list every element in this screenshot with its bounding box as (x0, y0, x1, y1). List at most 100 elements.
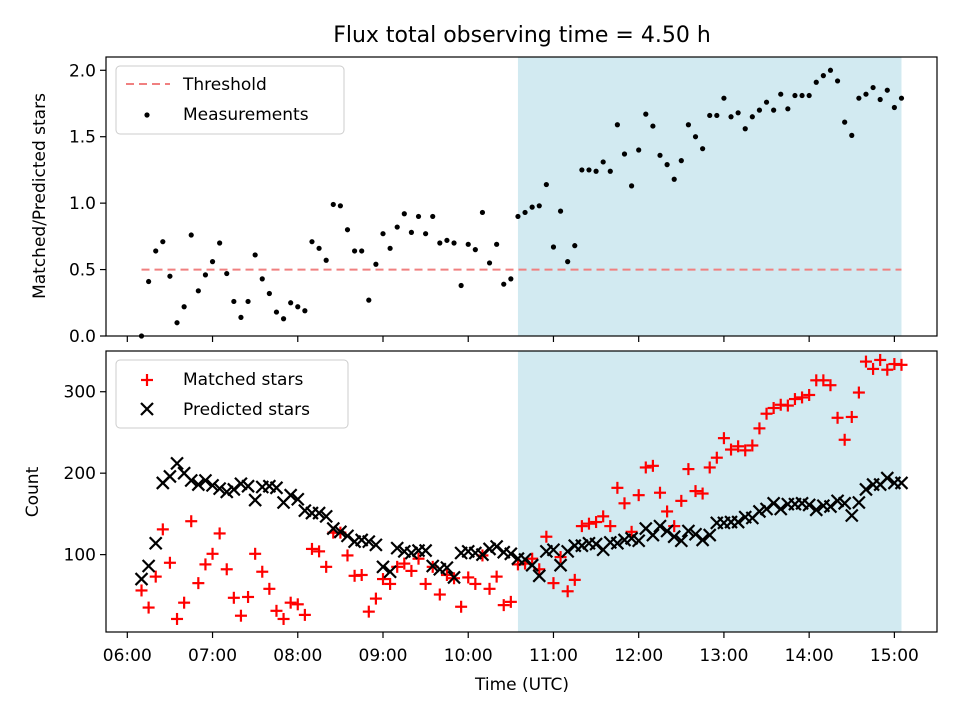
measurement-point (565, 259, 571, 265)
predicted-star-marker (852, 495, 866, 510)
matched-star-marker (568, 573, 581, 586)
matched-star-marker (298, 608, 311, 621)
predicted-star-marker (241, 479, 255, 493)
measurement-point (586, 167, 592, 173)
matched-star-marker (696, 487, 709, 500)
matched-star-marker (732, 440, 745, 453)
measurement-point (863, 91, 869, 97)
measurement-point (842, 119, 848, 125)
measurement-point (820, 73, 826, 79)
predicted-star-marker (362, 534, 376, 549)
bottom-legend: Matched stars Predicted stars (115, 359, 349, 429)
x-tick-label: 08:00 (273, 646, 322, 666)
predicted-star-marker (504, 547, 518, 561)
predicted-star-marker (390, 541, 404, 555)
matched-star-markers (135, 353, 908, 625)
measurement-point (465, 241, 471, 247)
measurement-point (579, 167, 585, 173)
measurement-point (834, 78, 841, 84)
matched-star-marker (611, 481, 624, 494)
matched-star-marker (206, 547, 219, 560)
bottom-y-tick-label: 300 (64, 383, 96, 403)
measurement-point (387, 245, 393, 251)
predicted-star-marker (163, 469, 177, 484)
legend-predicted-swatch (140, 402, 154, 416)
matched-star-marker (831, 411, 844, 424)
predicted-star-marker (198, 473, 213, 488)
matched-star-marker (547, 577, 560, 590)
matched-star-marker (483, 582, 496, 595)
measurement-point (721, 95, 727, 101)
measurement-point (444, 237, 450, 243)
measurement-point (664, 162, 670, 168)
matched-star-marker (703, 461, 716, 474)
bottom-legend-box (115, 359, 349, 429)
measurement-point (373, 261, 379, 267)
legend-threshold-label: Threshold (182, 75, 267, 95)
matched-star-marker (561, 585, 574, 598)
predicted-star-marker (809, 503, 824, 517)
top-panel: 0.00.51.01.52.0 Matched/Predicted stars … (30, 56, 938, 347)
predicted-star-marker (290, 492, 305, 507)
matched-star-marker (590, 516, 603, 529)
matched-star-marker (291, 598, 304, 611)
measurement-point (806, 92, 812, 99)
x-axis-label: Time (UTC) (474, 675, 569, 695)
matched-star-marker (824, 379, 837, 392)
measurement-point (771, 107, 777, 113)
predicted-star-marker (148, 536, 163, 550)
matched-star-marker (384, 577, 397, 590)
measurement-point (494, 241, 500, 247)
measurement-point (366, 297, 372, 303)
x-axis: 06:00 07:00 08:00 09:00 10:00 11:00 12:00 13:00… (103, 632, 919, 666)
measurement-point (209, 259, 216, 265)
top-legend-box (115, 65, 345, 135)
matched-star-marker (398, 557, 411, 570)
measurement-point (557, 208, 564, 214)
measurement-point (749, 114, 755, 120)
measurement-point (451, 240, 457, 246)
matched-star-marker (682, 463, 695, 476)
measurement-point (763, 99, 770, 105)
measurement-point (501, 281, 507, 287)
matched-star-marker (242, 590, 255, 603)
predicted-star-marker (880, 471, 895, 485)
measurement-point (181, 304, 187, 310)
measurement-point (437, 240, 443, 246)
measurement-point (408, 229, 415, 235)
matched-star-marker (753, 422, 766, 435)
measurement-point (614, 122, 620, 128)
measurement-point (458, 282, 464, 289)
bottom-shaded-region (517, 351, 902, 632)
measurement-point (671, 176, 677, 182)
matched-star-marker (391, 560, 404, 573)
predicted-star-marker (425, 559, 440, 573)
x-tick-label: 06:00 (103, 646, 152, 666)
measurement-point (280, 316, 287, 322)
matched-star-marker (362, 605, 375, 618)
matched-star-marker (675, 494, 688, 507)
x-tick-label: 09:00 (359, 646, 408, 666)
measurement-point (394, 224, 400, 230)
legend-measurement-label: Measurements (183, 105, 309, 125)
predicted-star-marker (376, 560, 390, 574)
measurement-point (508, 276, 514, 282)
measurement-point (337, 203, 343, 209)
measurement-point (344, 227, 351, 233)
matched-star-marker (142, 601, 155, 614)
matched-star-marker (227, 591, 240, 604)
matched-star-marker (639, 461, 652, 474)
measurement-point (870, 84, 876, 91)
matched-star-marker (661, 505, 674, 518)
measurement-point (238, 314, 244, 320)
legend-matched-label: Matched stars (183, 370, 303, 390)
measurement-point (884, 87, 890, 93)
measurement-point (849, 132, 855, 138)
matched-star-marker (270, 604, 283, 617)
matched-star-marker (263, 582, 276, 595)
measurement-point (621, 151, 628, 157)
measurement-point (778, 91, 784, 97)
predicted-star-marker (191, 477, 206, 492)
x-tick-label: 12:00 (614, 646, 663, 666)
measurement-point (323, 257, 329, 263)
